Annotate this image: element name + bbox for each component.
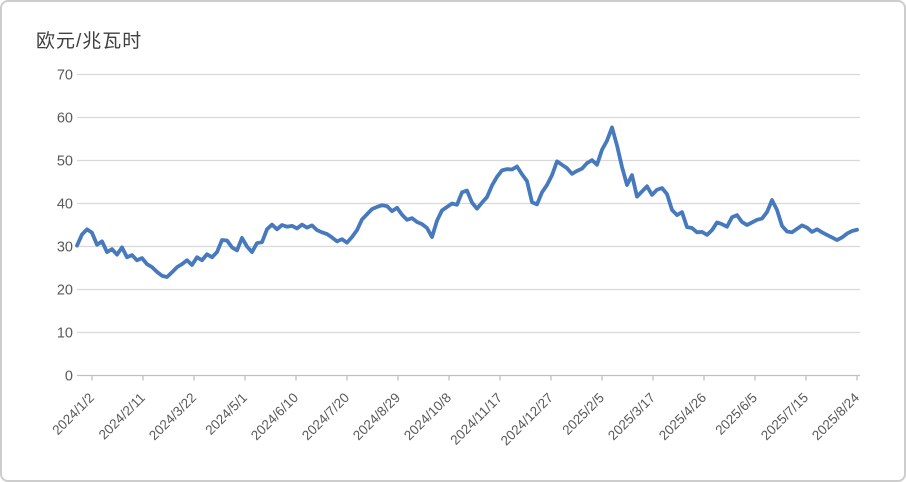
x-axis-tick-label: 2025/4/26 (656, 390, 709, 443)
x-axis-tick-label: 2024/12/27 (498, 390, 556, 448)
y-axis-labels: 0 10 20 30 40 50 60 70 (57, 68, 73, 385)
x-axis-tick-label: 2025/8/24 (809, 390, 862, 443)
y-axis-tick-label: 10 (57, 326, 73, 342)
y-axis-tick-label: 0 (65, 369, 73, 385)
x-axis-tick-label: 2025/7/15 (758, 390, 811, 443)
y-axis-tick-label: 20 (57, 283, 73, 299)
x-axis-tick-label: 2024/8/29 (350, 390, 403, 443)
price-series-line (75, 125, 859, 279)
x-axis-tick-label: 2024/11/17 (447, 390, 505, 448)
x-axis-tick-label: 2025/2/5 (559, 390, 607, 438)
y-axis-tick-label: 50 (57, 154, 73, 170)
x-axis-tick-label: 2024/3/22 (146, 390, 199, 443)
gridlines (77, 73, 860, 334)
x-axis-tick-label: 2025/3/17 (605, 390, 658, 443)
x-axis-tick-label: 2024/2/11 (96, 390, 148, 442)
y-axis-tick-label: 40 (57, 197, 73, 213)
x-axis-tick-label: 2025/6/5 (712, 390, 760, 438)
x-axis-tick-label: 2024/7/20 (299, 390, 352, 443)
x-axis-tick-label: 2024/5/1 (202, 390, 250, 438)
x-axis-tick-label: 2024/10/8 (401, 390, 454, 443)
y-axis-tick-label: 30 (57, 240, 73, 256)
chart-title: 欧元/兆瓦时 (36, 31, 143, 52)
y-axis-tick-label: 70 (57, 68, 73, 84)
x-axis-tick-label: 2024/1/2 (49, 390, 97, 438)
x-axis-tick-label: 2024/6/10 (248, 390, 301, 443)
x-axis (77, 374, 860, 381)
y-axis-tick-label: 60 (57, 111, 73, 127)
